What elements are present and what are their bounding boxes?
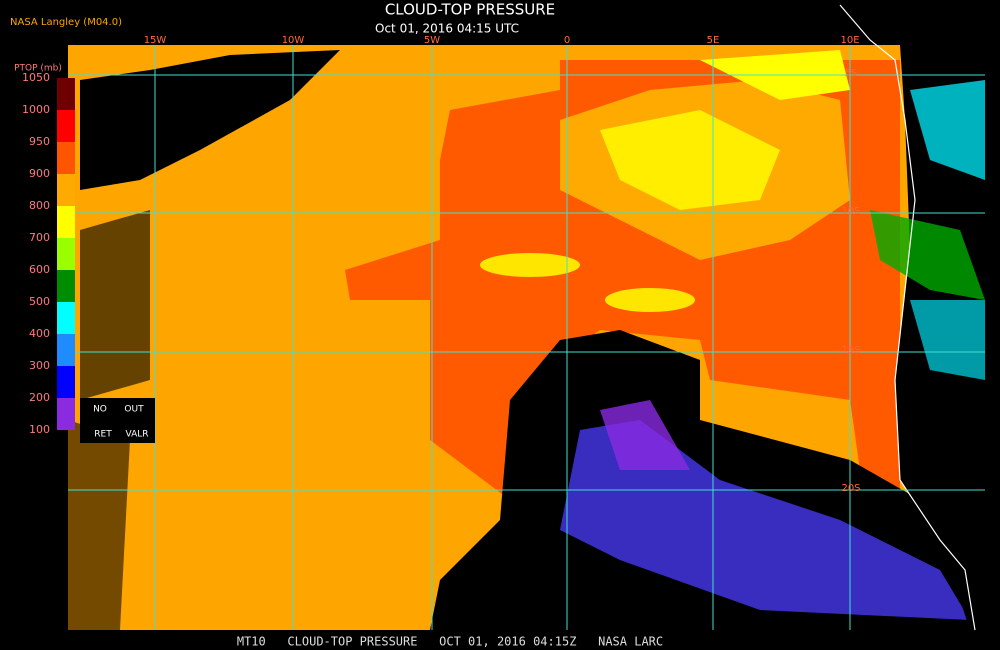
lat-label: 10S xyxy=(841,206,860,217)
date: Oct 01, 2016 04:15 UTC xyxy=(375,22,519,36)
clear-sky xyxy=(80,50,340,190)
clear-sky xyxy=(68,420,130,630)
graticule: 15W 10W 5W 0 5E 10E 5S 10S 15S 20S xyxy=(68,35,985,630)
legend-swatch xyxy=(57,366,75,398)
legend-box xyxy=(80,398,155,443)
title: CLOUD-TOP PRESSURE xyxy=(385,1,555,19)
land-cloud xyxy=(870,210,985,300)
legend: 1050 1000 950 900 800 700 600 500 400 300 200 100 xyxy=(22,71,75,436)
legend-level: 1000 xyxy=(22,103,50,116)
legend-level: 300 xyxy=(29,359,50,372)
legend-swatch xyxy=(57,206,75,238)
legend-swatch xyxy=(57,78,75,110)
cloud-patch xyxy=(605,288,695,312)
lon-label: 15W xyxy=(144,35,167,46)
land-cloud xyxy=(910,80,985,180)
legend-swatch xyxy=(57,270,75,302)
legend-level: 1050 xyxy=(22,71,50,84)
source-label: NASA Langley (M04.0) xyxy=(10,17,122,28)
legend-swatch xyxy=(57,398,75,430)
high-cloud xyxy=(600,400,690,470)
footer: MT10 CLOUD-TOP PRESSURE OCT 01, 2016 04:… xyxy=(237,635,663,649)
legend-level: 500 xyxy=(29,295,50,308)
legend-level: 600 xyxy=(29,263,50,276)
lon-label: 0 xyxy=(564,35,570,46)
lat-label: 15S xyxy=(841,345,860,356)
legend-swatch xyxy=(57,334,75,366)
legend-level: 200 xyxy=(29,391,50,404)
legend-note: NO xyxy=(93,405,107,415)
clear-sky xyxy=(80,210,150,400)
legend-swatch xyxy=(57,238,75,270)
legend-level: 900 xyxy=(29,167,50,180)
legend-note: OUT xyxy=(124,405,144,415)
coastline xyxy=(839,4,976,631)
legend-swatch xyxy=(57,302,75,334)
legend-level: 800 xyxy=(29,199,50,212)
lat-label: 20S xyxy=(841,483,860,494)
legend-level: 100 xyxy=(29,423,50,436)
legend-note: RET xyxy=(94,430,112,440)
lon-label: 5E xyxy=(707,35,720,46)
cloud-patch xyxy=(480,253,580,277)
legend-note: VALR xyxy=(125,430,148,440)
legend-swatch xyxy=(57,174,75,206)
lat-label: 5S xyxy=(845,68,858,79)
land-cloud xyxy=(910,300,985,380)
footer-bar xyxy=(0,632,1000,650)
map-image xyxy=(68,4,985,631)
legend-swatch xyxy=(57,110,75,142)
lon-label: 10E xyxy=(840,35,859,46)
legend-level: 700 xyxy=(29,231,50,244)
legend-title: PTOP (mb) xyxy=(14,64,62,74)
cloud-patch xyxy=(600,110,780,210)
legend-level: 950 xyxy=(29,135,50,148)
lon-label: 5W xyxy=(424,35,440,46)
lon-label: 10W xyxy=(282,35,305,46)
legend-level: 400 xyxy=(29,327,50,340)
legend-swatch xyxy=(57,142,75,174)
